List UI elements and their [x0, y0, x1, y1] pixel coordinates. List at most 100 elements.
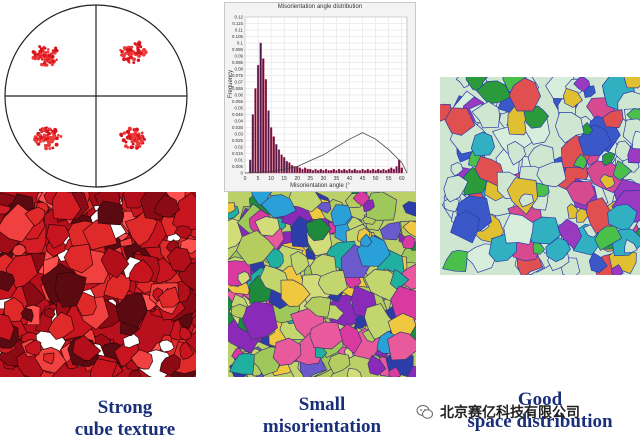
grain	[442, 249, 468, 272]
histogram-bar	[264, 79, 268, 174]
histogram-bar	[398, 159, 401, 174]
grain	[401, 263, 416, 291]
pole-point	[120, 49, 124, 54]
x-tick-label: 25	[308, 176, 314, 182]
x-tick-label: 0	[244, 176, 247, 182]
pole-point	[127, 56, 131, 60]
grain	[563, 87, 583, 108]
histogram-bar	[384, 170, 388, 174]
caption-line: space distribution	[467, 411, 613, 432]
grain	[518, 193, 534, 208]
histogram-bars	[249, 42, 403, 174]
grain	[471, 101, 501, 129]
pole-point	[140, 131, 144, 135]
histogram-bar	[275, 144, 278, 174]
pole-point	[136, 58, 141, 62]
y-tick-label: 0.115	[232, 21, 243, 26]
pole-point	[131, 142, 135, 146]
grain	[11, 243, 27, 256]
grain	[24, 339, 42, 356]
pole-point	[134, 128, 138, 131]
histogram-bar	[293, 166, 296, 174]
grain	[303, 296, 331, 318]
pole-point	[53, 131, 57, 135]
grain	[90, 358, 118, 377]
grain	[388, 366, 402, 377]
histogram-bar	[392, 168, 396, 174]
grain	[235, 229, 276, 266]
pole-point	[121, 138, 126, 143]
grain	[129, 259, 154, 284]
y-tick-label: 0	[241, 171, 244, 176]
y-tick-label: 0.03	[234, 132, 243, 137]
histogram-bar	[374, 170, 377, 174]
pole-point	[40, 62, 44, 67]
grain	[129, 370, 142, 377]
pole-point	[129, 145, 134, 150]
grain	[474, 155, 505, 188]
histogram-bar	[251, 114, 254, 174]
grain	[610, 264, 624, 275]
y-tick-label: 0.09	[234, 54, 243, 59]
grain	[599, 173, 616, 190]
pole-point	[139, 135, 143, 139]
histogram-bar	[314, 168, 317, 174]
grain	[54, 272, 87, 308]
histogram-bar	[343, 168, 346, 174]
grain	[607, 203, 638, 231]
histogram-bar	[390, 167, 393, 174]
grain	[97, 200, 125, 226]
grain	[260, 194, 297, 219]
pole-point	[135, 52, 138, 55]
grain	[52, 192, 82, 221]
grain	[178, 312, 193, 330]
pole-point	[135, 139, 138, 142]
pole-point	[55, 136, 59, 141]
pole-point	[132, 61, 136, 64]
grain	[440, 103, 452, 122]
grain	[179, 341, 195, 360]
grain	[159, 353, 181, 376]
grain	[503, 213, 534, 246]
grain	[444, 107, 476, 136]
pole-point	[52, 133, 57, 138]
caption-strong-cube-texture: Strong cube texture	[40, 397, 210, 441]
grain	[624, 239, 638, 254]
pole-point	[122, 46, 127, 50]
x-tick-label: 20	[294, 176, 300, 182]
pole-point	[44, 146, 48, 151]
grain	[285, 192, 323, 213]
pole-point	[131, 132, 135, 137]
pole-point	[40, 55, 44, 59]
grain	[602, 109, 624, 129]
histogram-bar	[351, 170, 354, 174]
pole-point	[122, 57, 126, 62]
pole-point	[135, 144, 139, 147]
pole-point	[46, 137, 49, 140]
pole-point	[133, 42, 137, 46]
pole-point	[129, 52, 134, 56]
histogram-curve	[244, 132, 408, 174]
grain	[623, 77, 640, 89]
grain	[254, 216, 281, 237]
grain	[153, 193, 180, 218]
grain	[237, 271, 251, 286]
histogram-bar	[319, 168, 322, 174]
grain	[346, 367, 362, 377]
grain	[360, 233, 373, 247]
grain	[536, 161, 567, 188]
histogram-xlabel: Misorientation angle (°	[290, 183, 350, 189]
grain	[443, 197, 460, 213]
pole-point	[124, 51, 128, 55]
grain	[450, 210, 480, 244]
histogram-bar	[322, 170, 325, 174]
histogram-bar	[311, 170, 315, 174]
pole-point	[47, 48, 50, 51]
pole-point	[43, 64, 46, 67]
y-tick-label: 0.095	[232, 47, 244, 52]
grain	[122, 192, 148, 209]
histogram-bar	[369, 170, 372, 174]
histogram-bar	[283, 157, 286, 174]
histogram-bar	[335, 170, 338, 174]
grain	[545, 237, 571, 263]
